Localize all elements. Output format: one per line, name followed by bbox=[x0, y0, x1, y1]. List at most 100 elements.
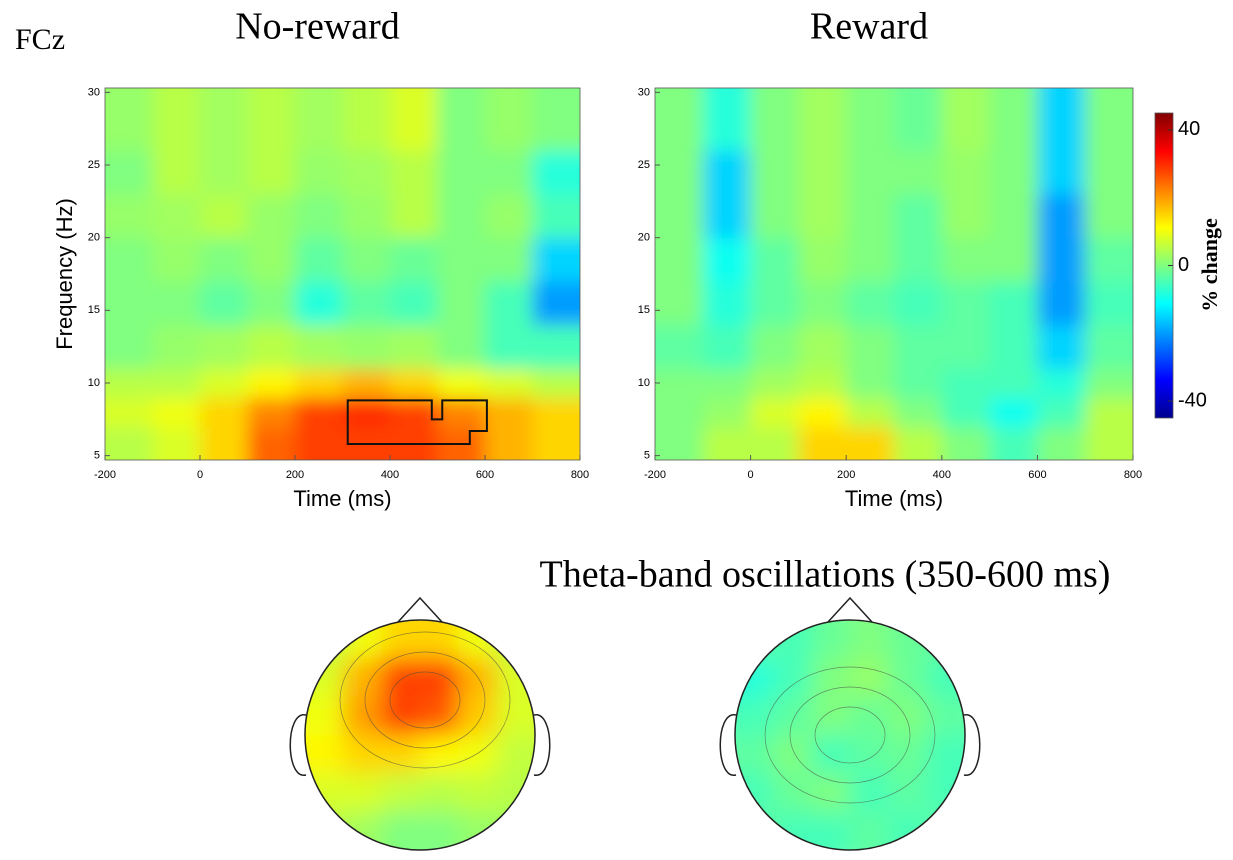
topo-cell bbox=[381, 773, 421, 813]
topo-cell bbox=[926, 620, 965, 659]
cell bbox=[152, 324, 201, 369]
cell bbox=[485, 397, 533, 428]
topo-cell bbox=[496, 735, 535, 774]
cell bbox=[105, 281, 153, 326]
cell bbox=[485, 324, 533, 369]
x-tick-label: 200 bbox=[837, 469, 855, 481]
cell bbox=[152, 368, 201, 399]
cell bbox=[390, 88, 438, 151]
cell bbox=[1085, 368, 1133, 399]
cell bbox=[532, 397, 580, 428]
cell bbox=[846, 88, 895, 151]
cell bbox=[1085, 426, 1133, 460]
colorbar-label: % change bbox=[1197, 218, 1222, 312]
cell bbox=[846, 150, 895, 195]
cell bbox=[894, 368, 943, 399]
topo-cell bbox=[735, 620, 774, 659]
y-tick-label: 25 bbox=[88, 159, 100, 171]
cell bbox=[989, 150, 1038, 195]
cell bbox=[798, 426, 847, 460]
topo-cell bbox=[811, 696, 851, 736]
topo-cell bbox=[773, 658, 813, 698]
cell bbox=[1085, 281, 1133, 326]
topo-cell bbox=[888, 811, 928, 850]
x-tick-label: 400 bbox=[381, 469, 399, 481]
topo-cell bbox=[735, 696, 774, 736]
nose bbox=[397, 596, 443, 623]
cell bbox=[702, 368, 752, 399]
cell bbox=[989, 88, 1038, 151]
topo-cell bbox=[381, 811, 421, 850]
x-tick-label: 600 bbox=[476, 469, 494, 481]
cell bbox=[342, 368, 391, 399]
topo-cell bbox=[888, 658, 928, 698]
y-tick-label: 25 bbox=[638, 159, 650, 171]
topo-cell bbox=[420, 658, 459, 698]
topo-cell bbox=[420, 811, 459, 850]
cells bbox=[305, 620, 535, 850]
cell bbox=[152, 397, 201, 428]
y-axis-label: Frequency (Hz) bbox=[52, 198, 77, 350]
cell bbox=[105, 397, 153, 428]
cell bbox=[894, 194, 943, 239]
topo-cell bbox=[735, 735, 774, 774]
cell bbox=[437, 150, 486, 195]
cell bbox=[846, 426, 895, 460]
cell bbox=[247, 281, 296, 326]
colorbar-tick-label: 0 bbox=[1178, 254, 1189, 276]
x-tick-label: 600 bbox=[1028, 469, 1046, 481]
y-tick-label: 30 bbox=[88, 86, 100, 98]
cell bbox=[390, 194, 438, 239]
cell bbox=[485, 194, 533, 239]
cell bbox=[750, 281, 799, 326]
cell bbox=[1037, 237, 1086, 282]
cell bbox=[247, 368, 296, 399]
x-axis-label: Time (ms) bbox=[293, 486, 391, 511]
y-tick-label: 10 bbox=[88, 377, 100, 389]
cell bbox=[105, 88, 153, 151]
cell bbox=[437, 397, 486, 428]
cell bbox=[702, 88, 752, 151]
cell bbox=[989, 281, 1038, 326]
cell bbox=[532, 426, 580, 460]
ear-right bbox=[533, 714, 551, 776]
topo-cell bbox=[926, 696, 965, 736]
y-tick-label: 30 bbox=[638, 86, 650, 98]
topo-cell bbox=[811, 620, 851, 659]
cell bbox=[750, 426, 799, 460]
topo-cell bbox=[773, 773, 813, 813]
cell bbox=[342, 237, 391, 282]
cell bbox=[485, 237, 533, 282]
y-tick-label: 10 bbox=[638, 377, 650, 389]
cell bbox=[750, 324, 799, 369]
topo-cell bbox=[458, 735, 498, 774]
topo-cell bbox=[458, 658, 498, 698]
contour bbox=[789, 686, 911, 784]
cell bbox=[655, 237, 704, 282]
cell bbox=[390, 397, 438, 428]
cell bbox=[437, 324, 486, 369]
contour bbox=[814, 706, 886, 764]
cell bbox=[941, 237, 991, 282]
cell bbox=[105, 426, 153, 460]
cell bbox=[532, 324, 580, 369]
ear-left bbox=[719, 714, 737, 776]
cell bbox=[846, 397, 895, 428]
cell bbox=[798, 368, 847, 399]
cell bbox=[750, 368, 799, 399]
cell bbox=[989, 397, 1038, 428]
cell bbox=[200, 368, 248, 399]
cell bbox=[247, 194, 296, 239]
cell bbox=[532, 194, 580, 239]
cell bbox=[342, 397, 391, 428]
colorbar-tick-label: -40 bbox=[1178, 389, 1207, 411]
topo-cell bbox=[381, 620, 421, 659]
cells bbox=[105, 88, 580, 460]
cell bbox=[105, 324, 153, 369]
cell bbox=[105, 237, 153, 282]
topomap-title: Theta-band oscillations (350-600 ms) bbox=[540, 554, 1111, 596]
cell bbox=[894, 397, 943, 428]
cell bbox=[200, 281, 248, 326]
topo-cell bbox=[343, 696, 383, 736]
topo-cell bbox=[305, 811, 344, 850]
